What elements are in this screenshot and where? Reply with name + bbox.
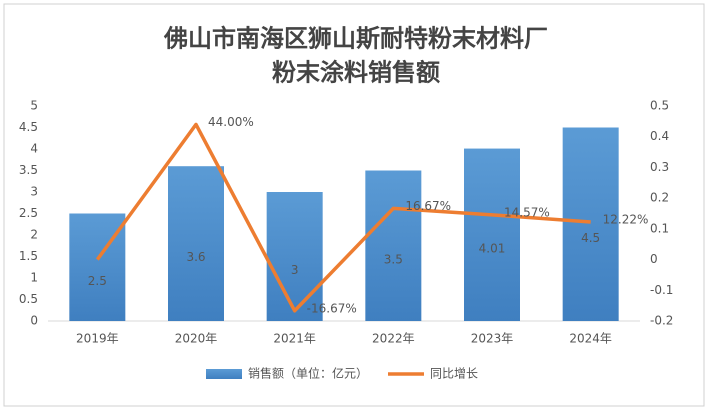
y2-tick-label: 0.5 [650, 99, 669, 113]
y-tick-label: 5 [30, 99, 38, 113]
y2-tick-label: 0 [650, 252, 658, 266]
line-value-label: 12.22% [603, 213, 649, 227]
x-tick-label: 2019年 [76, 332, 119, 346]
y2-tick-label: -0.2 [650, 314, 673, 328]
line-value-label: 16.67% [405, 199, 451, 213]
legend-label: 销售额（单位：亿元） [248, 366, 368, 381]
chart-subtitle: 粉末涂料销售额 [272, 58, 440, 87]
legend-swatch [206, 369, 242, 379]
x-tick-label: 2023年 [471, 332, 514, 346]
x-tick-label: 2021年 [273, 332, 316, 346]
bar-value-label: 3.5 [384, 252, 403, 266]
line-value-label: -16.67% [307, 301, 357, 315]
y2-tick-label: 0.2 [650, 191, 669, 205]
x-tick-label: 2020年 [175, 332, 218, 346]
x-tick-label: 2022年 [372, 332, 415, 346]
line-value-label: 44.00% [208, 115, 254, 129]
chart-title: 佛山市南海区狮山斯耐特粉末材料厂 [163, 24, 548, 53]
line-value-label: 14.57% [504, 205, 550, 219]
x-tick-label: 2024年 [569, 332, 612, 346]
y-tick-label: 3.5 [19, 163, 38, 177]
y-tick-label: 0 [30, 314, 38, 328]
bar-value-label: 3 [291, 263, 299, 277]
y2-tick-label: 0.1 [650, 221, 669, 235]
bar [168, 166, 224, 321]
bar-value-label: 4.01 [479, 241, 506, 255]
y2-tick-label: -0.1 [650, 283, 673, 297]
y-tick-label: 1 [30, 271, 38, 285]
y2-tick-label: 0.4 [650, 129, 669, 143]
y-tick-label: 2.5 [19, 206, 38, 220]
y2-tick-label: 0.3 [650, 160, 669, 174]
legend-label: 同比增长 [430, 367, 478, 381]
y-tick-label: 2 [30, 228, 38, 242]
y-tick-label: 3 [30, 185, 38, 199]
bar [365, 170, 422, 321]
bar-value-label: 3.6 [186, 250, 205, 264]
bar [464, 148, 520, 321]
y-tick-label: 1.5 [19, 249, 38, 263]
bar-value-label: 4.5 [581, 231, 600, 245]
bar [69, 213, 126, 321]
y-tick-label: 4.5 [19, 120, 38, 134]
bar-value-label: 2.5 [88, 274, 107, 288]
bar [562, 127, 619, 321]
y-tick-label: 0.5 [19, 292, 38, 306]
growth-line [95, 122, 591, 313]
y-tick-label: 4 [30, 142, 38, 156]
bar [266, 192, 323, 321]
